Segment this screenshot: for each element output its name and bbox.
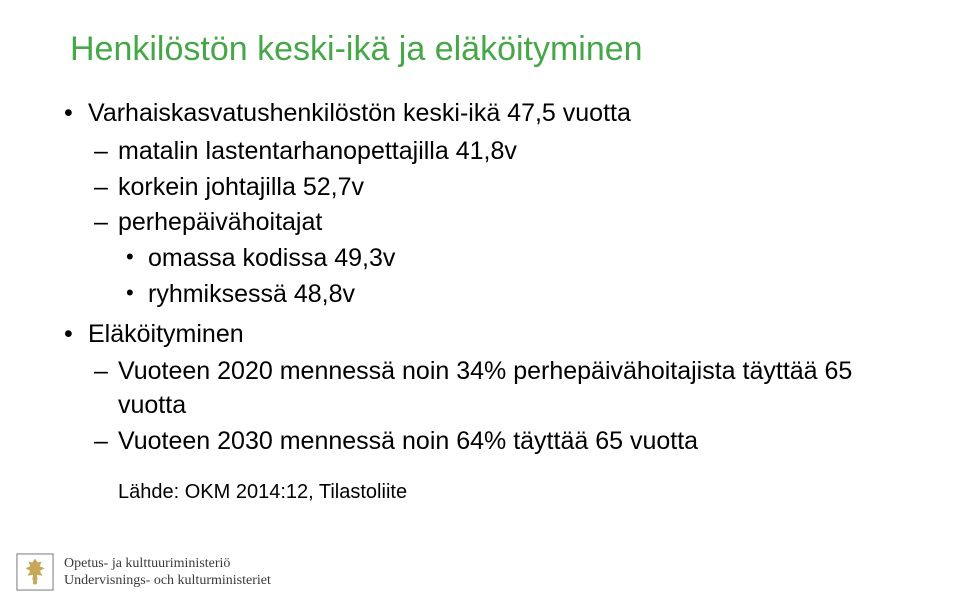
bullet-1-dash-3-sub-1: omassa kodissa 49,3v xyxy=(118,242,899,276)
bullet-list: Varhaiskasvatushenkilöstön keski-ikä 47,… xyxy=(60,97,899,459)
ministry-logo-icon xyxy=(16,553,54,591)
bullet-2: Eläköityminen Vuoteen 2020 mennessä noin… xyxy=(60,318,899,459)
bullet-2-dash-1: Vuoteen 2020 mennessä noin 34% perhepäiv… xyxy=(88,355,899,423)
ministry-name-fi: Opetus- ja kulttuuriministeriö xyxy=(64,555,271,573)
footer: Opetus- ja kulttuuriministeriö Undervisn… xyxy=(16,553,271,591)
ministry-name: Opetus- ja kulttuuriministeriö Undervisn… xyxy=(64,555,271,590)
slide: Henkilöstön keski-ikä ja eläköityminen V… xyxy=(0,0,959,603)
bullet-1-dash-3-sublist: omassa kodissa 49,3v ryhmiksessä 48,8v xyxy=(118,242,899,312)
bullet-1-dash-3: perhepäivähoitajat omassa kodissa 49,3v … xyxy=(88,206,899,311)
bullet-1-dash-1: matalin lastentarhanopettajilla 41,8v xyxy=(88,135,899,169)
bullet-1-sublist: matalin lastentarhanopettajilla 41,8v ko… xyxy=(88,135,899,312)
source-text: Lähde: OKM 2014:12, Tilastoliite xyxy=(118,481,899,504)
bullet-1-dash-3-text: perhepäivähoitajat xyxy=(118,208,322,236)
bullet-1-text: Varhaiskasvatushenkilöstön keski-ikä 47,… xyxy=(88,99,631,127)
slide-title: Henkilöstön keski-ikä ja eläköityminen xyxy=(70,30,899,69)
bullet-1-dash-3-sub-2: ryhmiksessä 48,8v xyxy=(118,278,899,312)
ministry-name-sv: Undervisnings- och kulturministeriet xyxy=(64,572,271,590)
bullet-2-text: Eläköityminen xyxy=(88,320,244,348)
bullet-2-dash-2: Vuoteen 2030 mennessä noin 64% täyttää 6… xyxy=(88,425,899,459)
bullet-1-dash-2: korkein johtajilla 52,7v xyxy=(88,171,899,205)
bullet-1: Varhaiskasvatushenkilöstön keski-ikä 47,… xyxy=(60,97,899,312)
bullet-2-sublist: Vuoteen 2020 mennessä noin 34% perhepäiv… xyxy=(88,355,899,458)
